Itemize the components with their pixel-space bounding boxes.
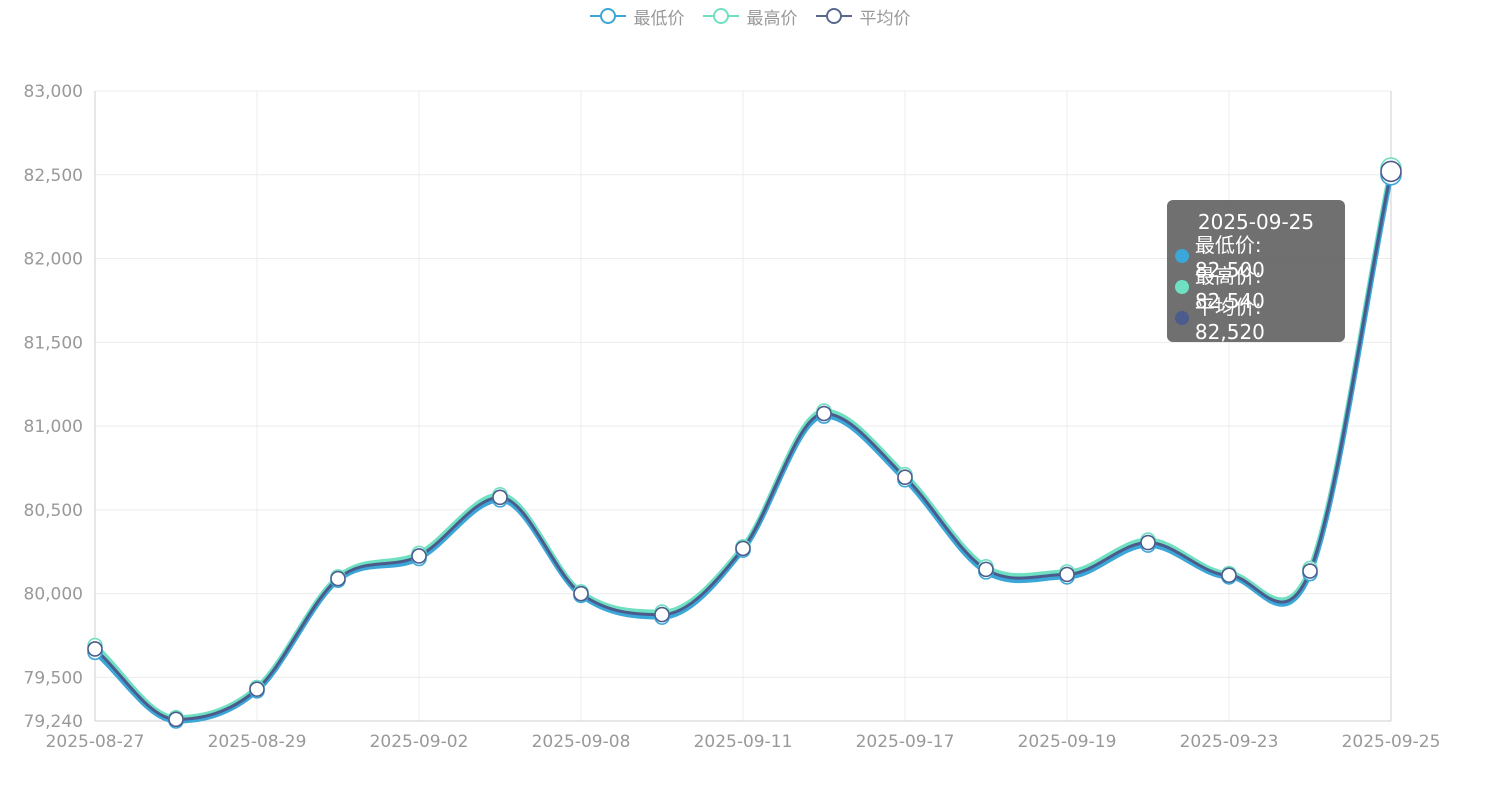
legend-label: 最高价 — [746, 8, 798, 29]
x-tick-label: 2025-09-17 — [856, 732, 955, 752]
data-point[interactable] — [168, 711, 184, 728]
data-point[interactable] — [1380, 160, 1402, 183]
data-point[interactable] — [1302, 563, 1318, 579]
tooltip-row-label: 平均价: 82,520 — [1194, 295, 1265, 344]
data-point[interactable] — [816, 405, 832, 422]
x-tick-label: 2025-09-11 — [694, 732, 793, 752]
y-tick-label: 79,240 — [24, 712, 83, 732]
x-tick-label: 2025-09-23 — [1180, 732, 1279, 752]
legend-line-circle-icon — [702, 8, 739, 24]
series-dot-icon — [1175, 310, 1189, 325]
legend-label: 最低价 — [633, 8, 685, 29]
data-point[interactable] — [735, 540, 751, 557]
tooltip-row-avg: 平均价: 82,520 — [1175, 295, 1337, 344]
legend-item-avg[interactable]: 平均价 — [815, 4, 911, 29]
x-tick-label: 2025-09-19 — [1018, 732, 1117, 752]
y-axis-ticks: 79,240 79,500 80,000 80,500 81,000 81,500 82,0… — [24, 82, 83, 732]
y-tick-label: 79,500 — [24, 668, 83, 688]
data-point[interactable] — [1059, 566, 1075, 583]
y-tick-label: 82,500 — [24, 166, 83, 186]
data-point[interactable] — [573, 585, 589, 602]
legend-label: 平均价 — [859, 8, 911, 29]
grid-lines — [94, 90, 1392, 722]
tooltip-row-label: 最高价: 82,540 — [1194, 264, 1265, 313]
tooltip-row-label: 最低价: 82,500 — [1194, 233, 1265, 282]
legend-item-max[interactable]: 最高价 — [702, 4, 798, 29]
data-point[interactable] — [1221, 567, 1237, 584]
x-tick-label: 2025-08-27 — [46, 732, 145, 752]
data-point[interactable] — [87, 641, 103, 657]
tooltip: 2025-09-25 最低价: 82,500 最高价: 82,540 平均价: … — [1167, 200, 1345, 344]
data-point[interactable] — [1140, 534, 1156, 551]
x-tick-label: 2025-08-29 — [208, 732, 307, 752]
legend: 最低价 最高价 平均价 — [0, 0, 1500, 32]
x-tick-label: 2025-09-08 — [532, 732, 631, 752]
legend-line-circle-icon — [589, 8, 626, 24]
x-axis-ticks: 2025-08-27 2025-08-29 2025-09-02 2025-09-08… — [46, 732, 1441, 752]
y-tick-label: 83,000 — [24, 82, 83, 102]
data-point[interactable] — [492, 489, 508, 506]
series-dot-icon — [1175, 279, 1189, 294]
tooltip-row-min: 最低价: 82,500 — [1175, 233, 1337, 282]
data-point[interactable] — [249, 681, 265, 697]
y-tick-label: 80,000 — [24, 585, 83, 605]
y-tick-label: 82,000 — [24, 250, 83, 270]
series-dot-icon — [1175, 248, 1189, 263]
data-point[interactable] — [411, 548, 427, 564]
legend-line-circle-icon — [815, 8, 852, 24]
tooltip-row-max: 最高价: 82,540 — [1175, 264, 1337, 313]
data-point[interactable] — [654, 606, 670, 623]
legend-item-min[interactable]: 最低价 — [589, 4, 685, 29]
data-point[interactable] — [978, 561, 994, 578]
data-point[interactable] — [330, 570, 346, 587]
x-tick-label: 2025-09-25 — [1342, 732, 1441, 752]
y-tick-label: 81,000 — [24, 417, 83, 437]
y-tick-label: 81,500 — [24, 333, 83, 353]
data-points — [87, 157, 1402, 729]
data-point[interactable] — [897, 469, 913, 486]
axes — [94, 91, 1392, 722]
x-tick-label: 2025-09-02 — [370, 732, 469, 752]
y-tick-label: 80,500 — [24, 501, 83, 521]
tooltip-title: 2025-09-25 — [1197, 210, 1315, 234]
